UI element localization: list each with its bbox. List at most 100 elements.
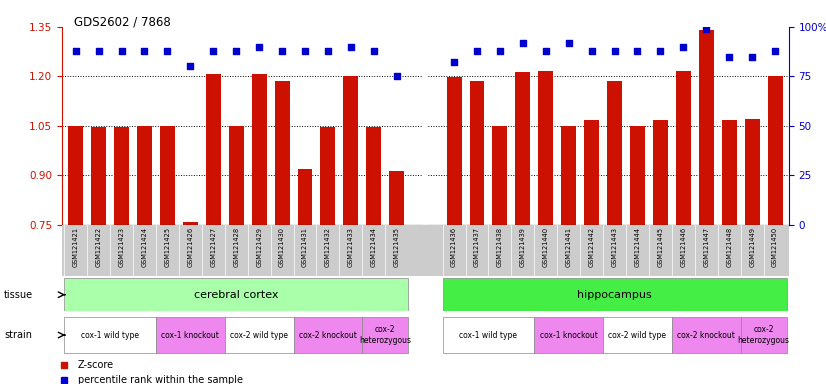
Text: tissue: tissue — [4, 290, 33, 300]
Bar — [156, 317, 225, 353]
Text: GSM121439: GSM121439 — [520, 227, 526, 267]
Point — [298, 48, 311, 54]
Text: GSM121433: GSM121433 — [348, 227, 354, 267]
Point — [585, 48, 598, 54]
Text: cox-1 wild type: cox-1 wild type — [459, 331, 517, 339]
Point — [161, 48, 174, 54]
Point — [516, 40, 529, 46]
Text: GSM121435: GSM121435 — [394, 227, 400, 267]
Bar — [767, 76, 782, 225]
Bar — [653, 120, 668, 225]
Text: percentile rank within the sample: percentile rank within the sample — [78, 375, 243, 384]
Point — [206, 48, 220, 54]
Point — [676, 44, 690, 50]
Text: GSM121421: GSM121421 — [73, 227, 78, 267]
Point — [539, 48, 553, 54]
Bar — [534, 317, 603, 353]
Text: cox-1 wild type: cox-1 wild type — [81, 331, 139, 339]
Bar — [293, 317, 363, 353]
Text: Z-score: Z-score — [78, 360, 114, 370]
Text: cox-2 knockout: cox-2 knockout — [299, 331, 357, 339]
Bar — [389, 171, 404, 225]
Point — [183, 63, 197, 70]
Bar — [561, 126, 577, 225]
Point — [448, 60, 461, 66]
Point — [700, 26, 713, 32]
Bar — [515, 72, 530, 225]
Bar — [69, 126, 83, 225]
Text: GSM121444: GSM121444 — [634, 227, 640, 267]
Bar — [64, 317, 156, 353]
Text: GSM121446: GSM121446 — [681, 227, 686, 267]
Point — [230, 48, 243, 54]
Point — [321, 48, 335, 54]
Bar — [252, 74, 267, 225]
Point — [493, 48, 506, 54]
Bar — [160, 126, 175, 225]
Text: cox-2 wild type: cox-2 wild type — [609, 331, 667, 339]
Bar — [745, 119, 760, 225]
Point — [654, 48, 667, 54]
Text: GSM121431: GSM121431 — [302, 227, 308, 267]
Text: cox-1 knockout: cox-1 knockout — [161, 331, 219, 339]
Bar — [741, 317, 786, 353]
Text: GSM121440: GSM121440 — [543, 227, 548, 267]
Bar — [584, 120, 599, 225]
Point — [138, 48, 151, 54]
Bar — [183, 222, 197, 225]
Point — [631, 48, 644, 54]
Text: GDS2602 / 7868: GDS2602 / 7868 — [74, 15, 171, 28]
Text: GSM121441: GSM121441 — [566, 227, 572, 267]
Text: GSM121445: GSM121445 — [657, 227, 663, 267]
Bar — [672, 317, 741, 353]
Text: GSM121434: GSM121434 — [371, 227, 377, 267]
Text: GSM121437: GSM121437 — [474, 227, 480, 267]
Bar — [603, 317, 672, 353]
Point — [368, 48, 381, 54]
Bar — [539, 71, 553, 225]
Text: GSM121426: GSM121426 — [188, 227, 193, 267]
Bar — [320, 127, 335, 225]
Text: GSM121447: GSM121447 — [703, 227, 710, 267]
Text: GSM121448: GSM121448 — [726, 227, 732, 267]
Bar — [114, 127, 129, 225]
Point — [115, 48, 128, 54]
Bar — [443, 317, 534, 353]
Bar — [443, 278, 786, 311]
Bar — [469, 81, 484, 225]
Bar — [344, 76, 358, 225]
Text: strain: strain — [4, 330, 32, 340]
Bar — [64, 278, 408, 311]
Text: GSM121436: GSM121436 — [451, 227, 457, 267]
Text: cox-1 knockout: cox-1 knockout — [539, 331, 598, 339]
Bar — [206, 74, 221, 225]
Point — [768, 48, 781, 54]
Bar — [91, 127, 106, 225]
Bar — [607, 81, 622, 225]
Point — [69, 48, 83, 54]
Text: GSM121442: GSM121442 — [589, 227, 595, 267]
Text: GSM121424: GSM121424 — [141, 227, 148, 267]
Bar — [676, 71, 691, 225]
Bar — [274, 81, 290, 225]
Bar — [225, 317, 293, 353]
Text: cox-2
heterozygous: cox-2 heterozygous — [359, 325, 411, 345]
Bar — [722, 120, 737, 225]
Text: GSM121428: GSM121428 — [233, 227, 240, 267]
Text: GSM121450: GSM121450 — [772, 227, 778, 267]
Text: GSM121443: GSM121443 — [611, 227, 618, 267]
Text: cox-2 knockout: cox-2 knockout — [677, 331, 735, 339]
Bar — [137, 126, 152, 225]
Point — [746, 53, 759, 60]
Bar — [363, 317, 408, 353]
Text: cerebral cortex: cerebral cortex — [194, 290, 278, 300]
Text: cox-2
heterozygous: cox-2 heterozygous — [738, 325, 790, 345]
Point — [253, 44, 266, 50]
Text: cox-2 wild type: cox-2 wild type — [230, 331, 288, 339]
Point — [563, 40, 576, 46]
Point — [470, 48, 483, 54]
Point — [608, 48, 621, 54]
Text: GSM121425: GSM121425 — [164, 227, 170, 267]
Bar — [229, 126, 244, 225]
Bar — [630, 126, 645, 225]
